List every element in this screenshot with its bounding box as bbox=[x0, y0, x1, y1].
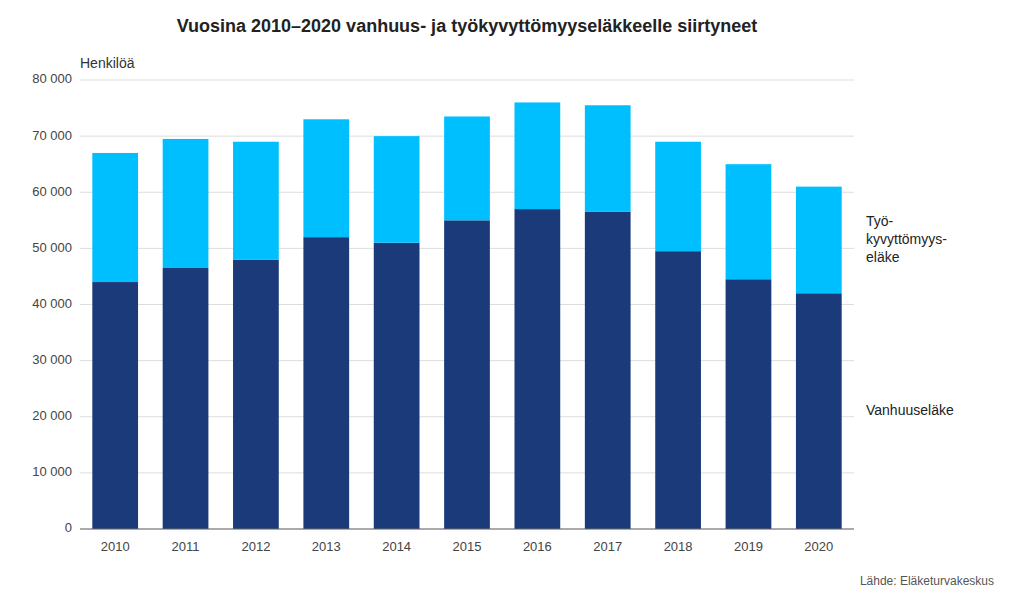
x-tick-label: 2015 bbox=[453, 539, 482, 554]
y-axis: 0 10 000 20 000 30 000 40 000 50 000 60 000 70 … bbox=[32, 71, 854, 535]
bar-segment bbox=[92, 153, 138, 282]
x-tick-label: 2018 bbox=[664, 539, 693, 554]
y-tick-label: 30 000 bbox=[32, 352, 72, 367]
x-tick-label: 2012 bbox=[241, 539, 270, 554]
x-tick-label: 2019 bbox=[734, 539, 763, 554]
bar-segment bbox=[444, 220, 490, 529]
bar-segment bbox=[585, 212, 631, 529]
source: Lähde: Eläketurvakeskus bbox=[860, 574, 994, 588]
chart: Vuosina 2010–2020 vanhuus- ja työkyvyttö… bbox=[0, 0, 1024, 599]
x-tick-label: 2013 bbox=[312, 539, 341, 554]
x-tick-label: 2017 bbox=[593, 539, 622, 554]
x-axis-line bbox=[80, 529, 854, 530]
bar-segment bbox=[655, 251, 701, 529]
y-tick-label: 20 000 bbox=[32, 408, 72, 423]
y-tick-label: 70 000 bbox=[32, 128, 72, 143]
y-tick-label: 40 000 bbox=[32, 296, 72, 311]
bar-segment bbox=[303, 237, 349, 529]
y-tick-label: 0 bbox=[65, 520, 72, 535]
legend-line: kyvyttömyys- bbox=[866, 231, 947, 247]
x-tick-label: 2016 bbox=[523, 539, 552, 554]
bar-segment bbox=[303, 119, 349, 237]
legend-entry: Vanhuuseläke bbox=[866, 402, 954, 418]
bar-segment bbox=[585, 105, 631, 212]
bars bbox=[92, 102, 841, 529]
grid-line bbox=[80, 80, 854, 81]
bar-segment bbox=[796, 293, 842, 529]
y-tick-label: 10 000 bbox=[32, 464, 72, 479]
x-tick-label: 2011 bbox=[172, 539, 200, 554]
x-tick-label: 2020 bbox=[804, 539, 833, 554]
y-tick-label: 60 000 bbox=[32, 184, 72, 199]
bar-segment bbox=[233, 142, 279, 260]
y-tick-label: 50 000 bbox=[32, 240, 72, 255]
y-axis-label: Henkilöä bbox=[80, 55, 135, 71]
bar-segment bbox=[796, 187, 842, 294]
bar-segment bbox=[726, 279, 772, 529]
x-tick-label: 2014 bbox=[382, 539, 411, 554]
legend-line: Työ- bbox=[866, 213, 894, 229]
bar-segment bbox=[374, 243, 420, 529]
x-tick-label: 2010 bbox=[101, 539, 130, 554]
legend-entry: Työ-kyvyttömyys-eläke bbox=[866, 213, 947, 265]
legend-line: Vanhuuseläke bbox=[866, 402, 954, 418]
bar-segment bbox=[514, 102, 560, 209]
title: Vuosina 2010–2020 vanhuus- ja työkyvyttö… bbox=[177, 16, 758, 36]
bar-segment bbox=[444, 116, 490, 220]
bar-segment bbox=[163, 268, 209, 529]
legend-line: eläke bbox=[866, 249, 900, 265]
bar-segment bbox=[726, 164, 772, 279]
bar-segment bbox=[514, 209, 560, 529]
bar-segment bbox=[655, 142, 701, 251]
bar-segment bbox=[233, 260, 279, 529]
bar-segment bbox=[163, 139, 209, 268]
y-tick-label: 80 000 bbox=[32, 71, 72, 86]
bar-segment bbox=[374, 136, 420, 243]
bar-segment bbox=[92, 282, 138, 529]
grid-line bbox=[80, 529, 854, 530]
